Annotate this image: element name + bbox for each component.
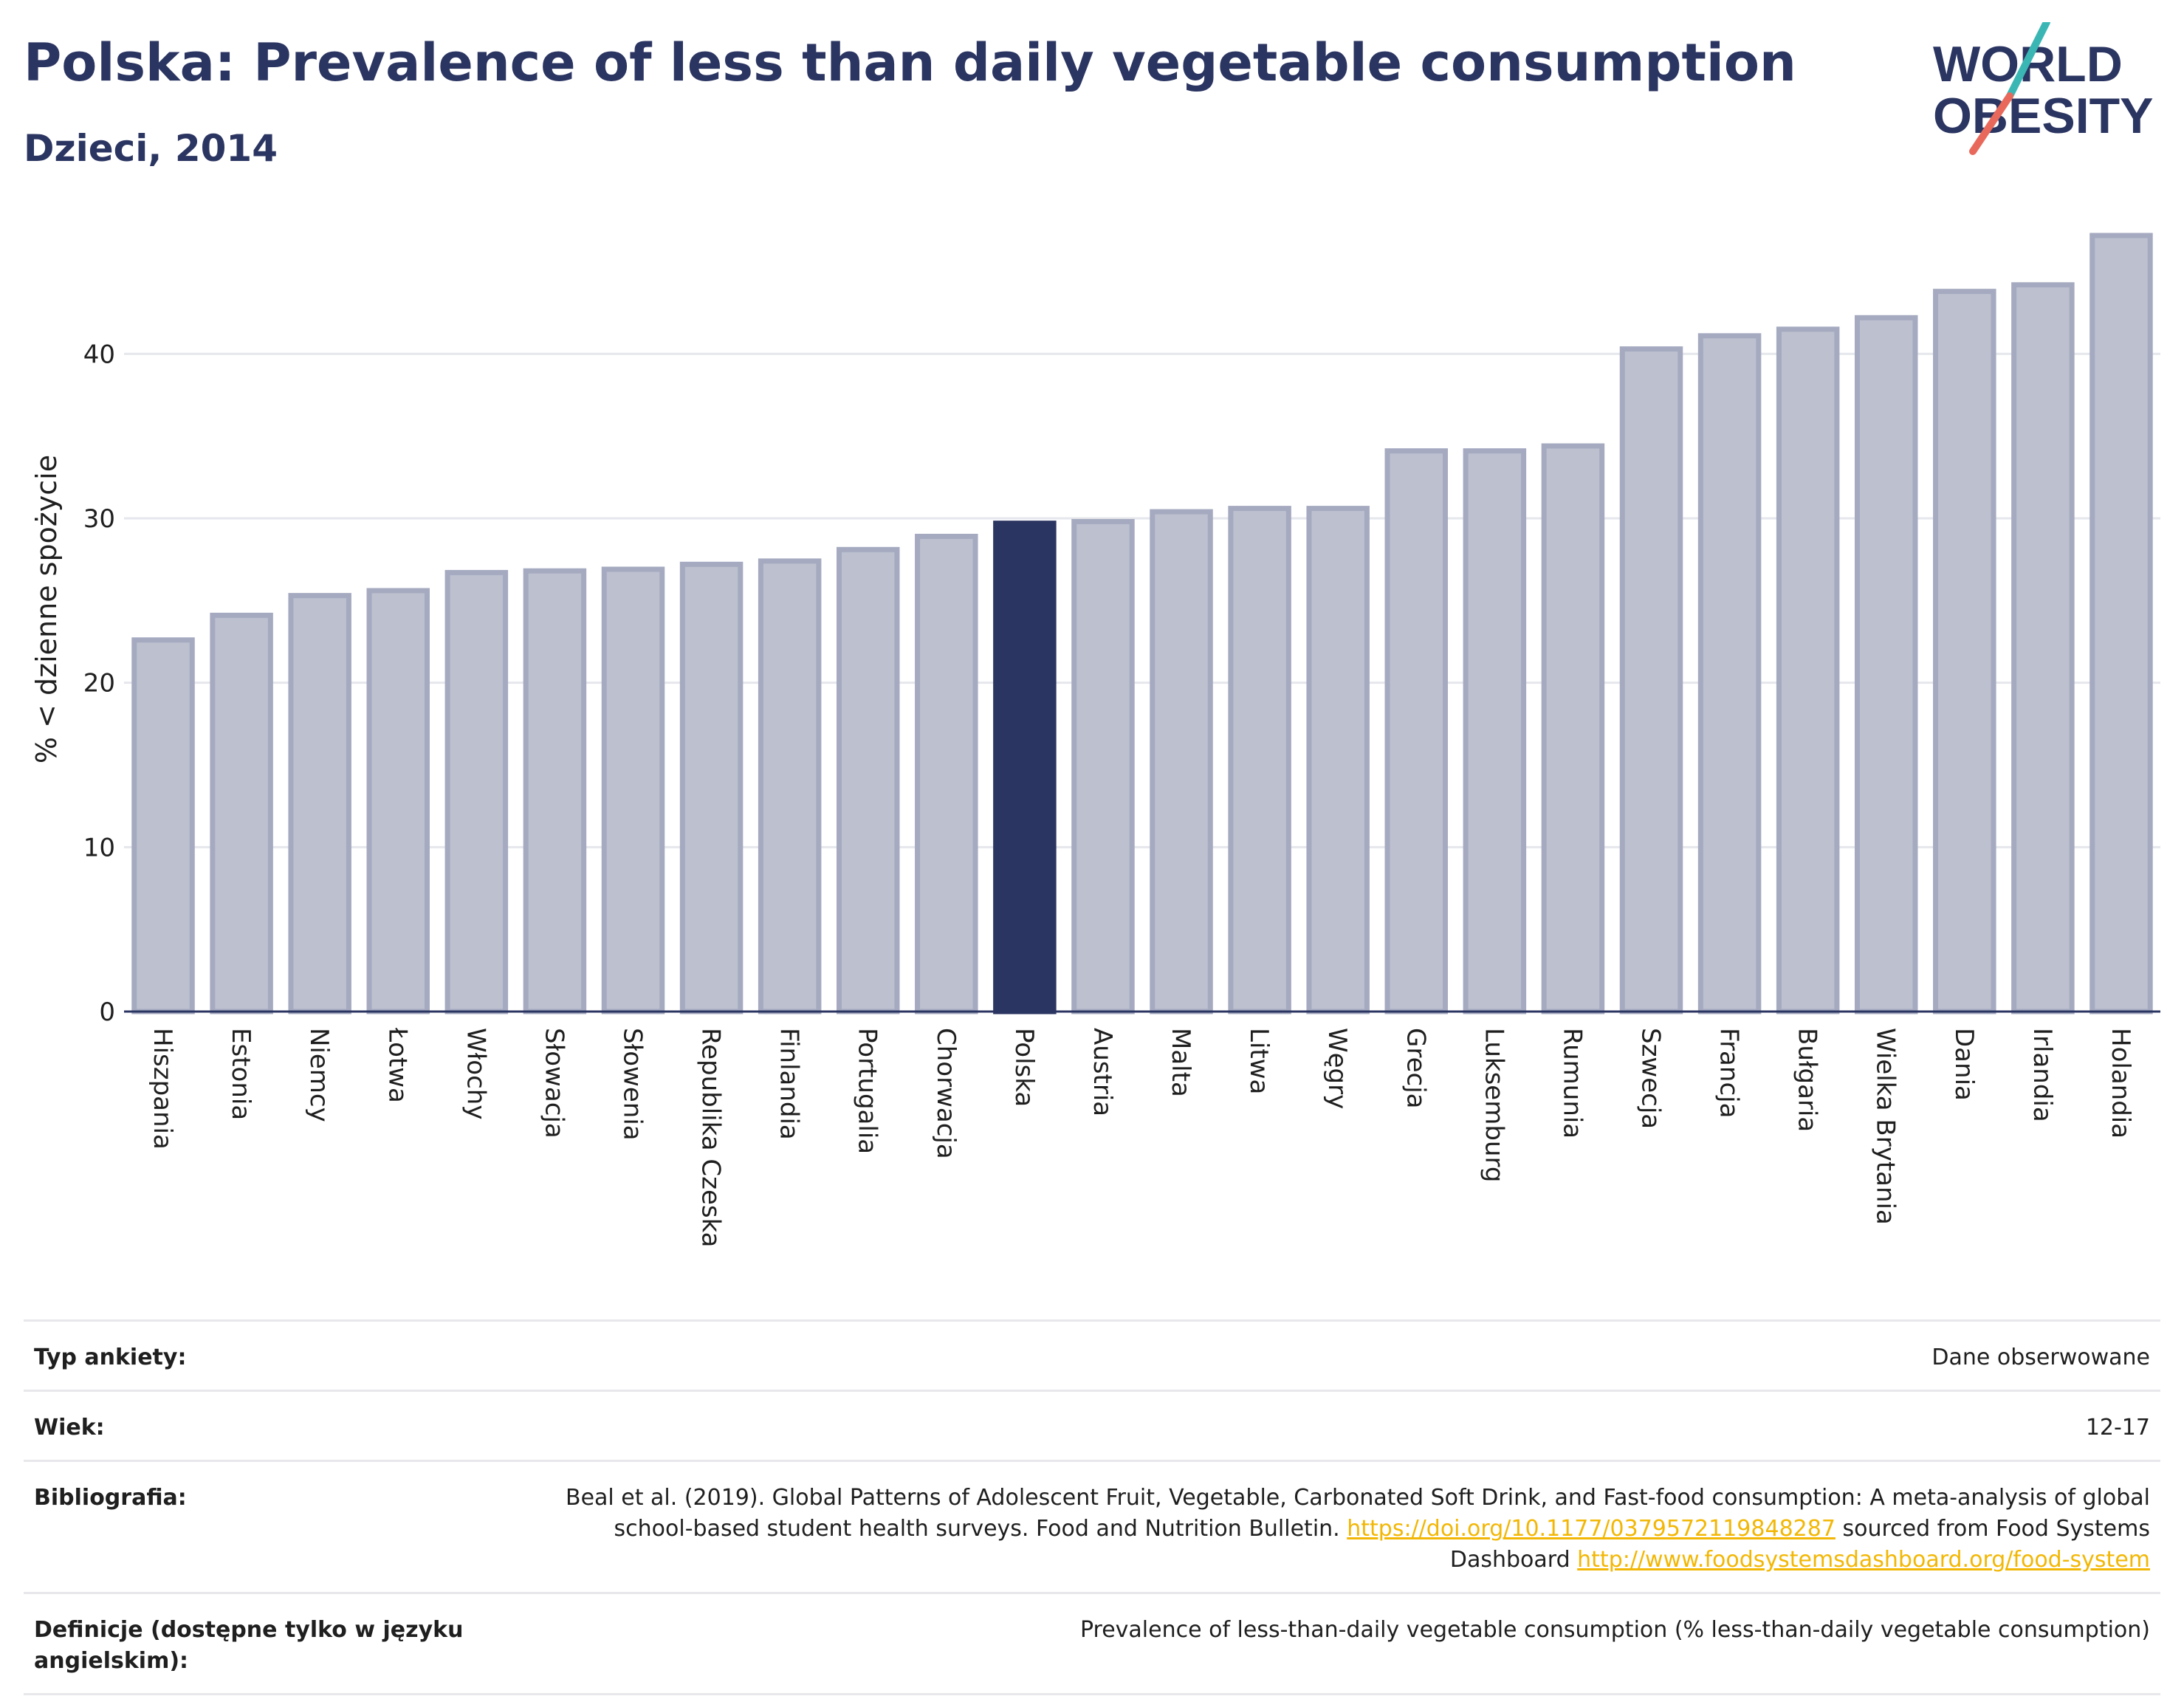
bar-włochy[interactable] xyxy=(444,569,509,1014)
x-tick-label: Chorwacja xyxy=(931,1028,961,1159)
meta-value: Prevalence of less-than-daily vegetable … xyxy=(1079,1617,2150,1643)
x-tick-label: Szwecja xyxy=(1636,1028,1666,1129)
x-tick-label: Malta xyxy=(1166,1028,1195,1097)
y-axis-ticks: 0 10 20 30 40 xyxy=(83,340,115,1027)
x-tick-label: Luksemburg xyxy=(1479,1028,1508,1182)
x-tick-label: Wielka Brytania xyxy=(1871,1028,1900,1225)
bar-niemcy[interactable] xyxy=(288,593,351,1014)
bar-malta[interactable] xyxy=(1150,509,1213,1014)
x-tick-label: Portugalia xyxy=(853,1028,882,1154)
metadata-table: Typ ankiety: Dane obserwowane Wiek: 12-1… xyxy=(24,1319,2160,1695)
meta-label: Typ ankiety: xyxy=(34,1345,187,1370)
bar-chorwacja[interactable] xyxy=(915,533,978,1014)
bars xyxy=(131,233,2153,1014)
bibliography-text-mid: sourced from Food Systems Dashboard xyxy=(1449,1516,2150,1573)
bar-portugalia[interactable] xyxy=(836,546,900,1014)
x-tick-label: Finlandia xyxy=(775,1028,804,1140)
logo-slash-teal xyxy=(2006,22,2050,100)
x-tick-label: Rumunia xyxy=(1557,1028,1587,1139)
x-tick-label: Dania xyxy=(1949,1028,1979,1101)
x-tick-label: Irlandia xyxy=(2027,1028,2057,1122)
logo-slash-red xyxy=(1969,92,2013,155)
bar-litwa[interactable] xyxy=(1228,506,1291,1014)
y-tick-label: 40 xyxy=(83,340,115,369)
x-tick-label: Polska xyxy=(1009,1028,1039,1107)
bar-holandia[interactable] xyxy=(2089,233,2153,1014)
meta-value: Dane obserwowane xyxy=(1931,1345,2150,1370)
x-tick-label: Słowacja xyxy=(539,1028,569,1139)
meta-row-age: Wiek: 12-17 xyxy=(24,1390,2160,1460)
meta-row-survey-type: Typ ankiety: Dane obserwowane xyxy=(24,1319,2160,1390)
x-tick-label: Włochy xyxy=(461,1028,490,1119)
x-tick-label: Republika Czeska xyxy=(696,1028,726,1248)
bar-republika-czeska[interactable] xyxy=(679,561,744,1014)
food-systems-link[interactable]: http://www.foodsystemsdashboard.org/food… xyxy=(1577,1547,2150,1573)
bar-polska[interactable] xyxy=(993,521,1057,1014)
x-tick-label: Litwa xyxy=(1244,1028,1274,1094)
meta-label: Wiek: xyxy=(34,1415,105,1441)
x-tick-label: Słowenia xyxy=(618,1028,648,1141)
y-axis-title: % < dzienne spożycie xyxy=(30,455,63,763)
x-tick-label: Niemcy xyxy=(304,1028,334,1122)
logo-line2: OBESITY xyxy=(1933,88,2154,144)
meta-label: Definicje (dostępne tylko w języku angie… xyxy=(34,1617,464,1674)
bar-wielka-brytania[interactable] xyxy=(1854,315,1918,1014)
x-tick-label: Austria xyxy=(1088,1028,1117,1116)
x-axis-ticks: Hiszpania Estonia Niemcy Łotwa Włochy Słowacj… xyxy=(148,1027,2135,1248)
bar-francja[interactable] xyxy=(1697,333,1762,1014)
y-tick-label: 20 xyxy=(83,669,115,698)
meta-row-bibliography: Bibliografia: Beal et al. (2019). Global… xyxy=(24,1460,2160,1592)
bar-irlandia[interactable] xyxy=(2011,282,2075,1014)
bar-słowenia[interactable] xyxy=(601,566,665,1014)
x-tick-label: Grecja xyxy=(1401,1028,1430,1108)
x-tick-label: Estonia xyxy=(226,1028,255,1120)
y-tick-label: 10 xyxy=(83,833,115,862)
x-tick-label: Hiszpania xyxy=(148,1028,177,1150)
bar-szwecja[interactable] xyxy=(1619,346,1683,1014)
bar-chart: 0 10 20 30 40 Hiszpania Estonia Niemcy Łotwa Wło… xyxy=(30,233,2160,1248)
bar-grecja[interactable] xyxy=(1384,448,1449,1014)
bar-estonia[interactable] xyxy=(210,612,273,1014)
doi-link[interactable]: https://doi.org/10.1177/0379572119848287 xyxy=(1347,1516,1836,1542)
meta-value: 12-17 xyxy=(2085,1415,2150,1441)
bar-finlandia[interactable] xyxy=(758,558,822,1014)
bar-rumunia[interactable] xyxy=(1541,443,1605,1014)
bar-hiszpania[interactable] xyxy=(131,637,195,1014)
bar-węgry[interactable] xyxy=(1306,506,1370,1014)
x-tick-label: Bułgaria xyxy=(1793,1028,1822,1132)
bar-austria[interactable] xyxy=(1071,518,1135,1014)
bar-luksemburg[interactable] xyxy=(1463,448,1527,1014)
bibliography-text: Beal et al. (2019). Global Patterns of A… xyxy=(565,1485,2150,1542)
y-tick-label: 0 xyxy=(99,998,115,1027)
x-tick-label: Holandia xyxy=(2106,1028,2135,1139)
x-tick-label: Węgry xyxy=(1322,1028,1352,1109)
meta-row-definitions: Definicje (dostępne tylko w języku angie… xyxy=(24,1592,2160,1695)
bar-łotwa[interactable] xyxy=(366,588,430,1014)
meta-label: Bibliografia: xyxy=(34,1485,187,1511)
bar-słowacja[interactable] xyxy=(523,568,587,1014)
world-obesity-logo[interactable]: WORLD OBESITY xyxy=(1920,22,2171,155)
bar-bułgaria[interactable] xyxy=(1776,326,1840,1014)
x-tick-label: Łotwa xyxy=(382,1027,412,1103)
x-tick-label: Francja xyxy=(1714,1028,1744,1118)
y-tick-label: 30 xyxy=(83,504,115,534)
bar-dania[interactable] xyxy=(1933,289,1996,1014)
chart-title: Polska: Prevalence of less than daily ve… xyxy=(24,32,1796,93)
chart-subtitle: Dzieci, 2014 xyxy=(24,127,278,170)
meta-value: Beal et al. (2019). Global Patterns of A… xyxy=(511,1483,2150,1576)
